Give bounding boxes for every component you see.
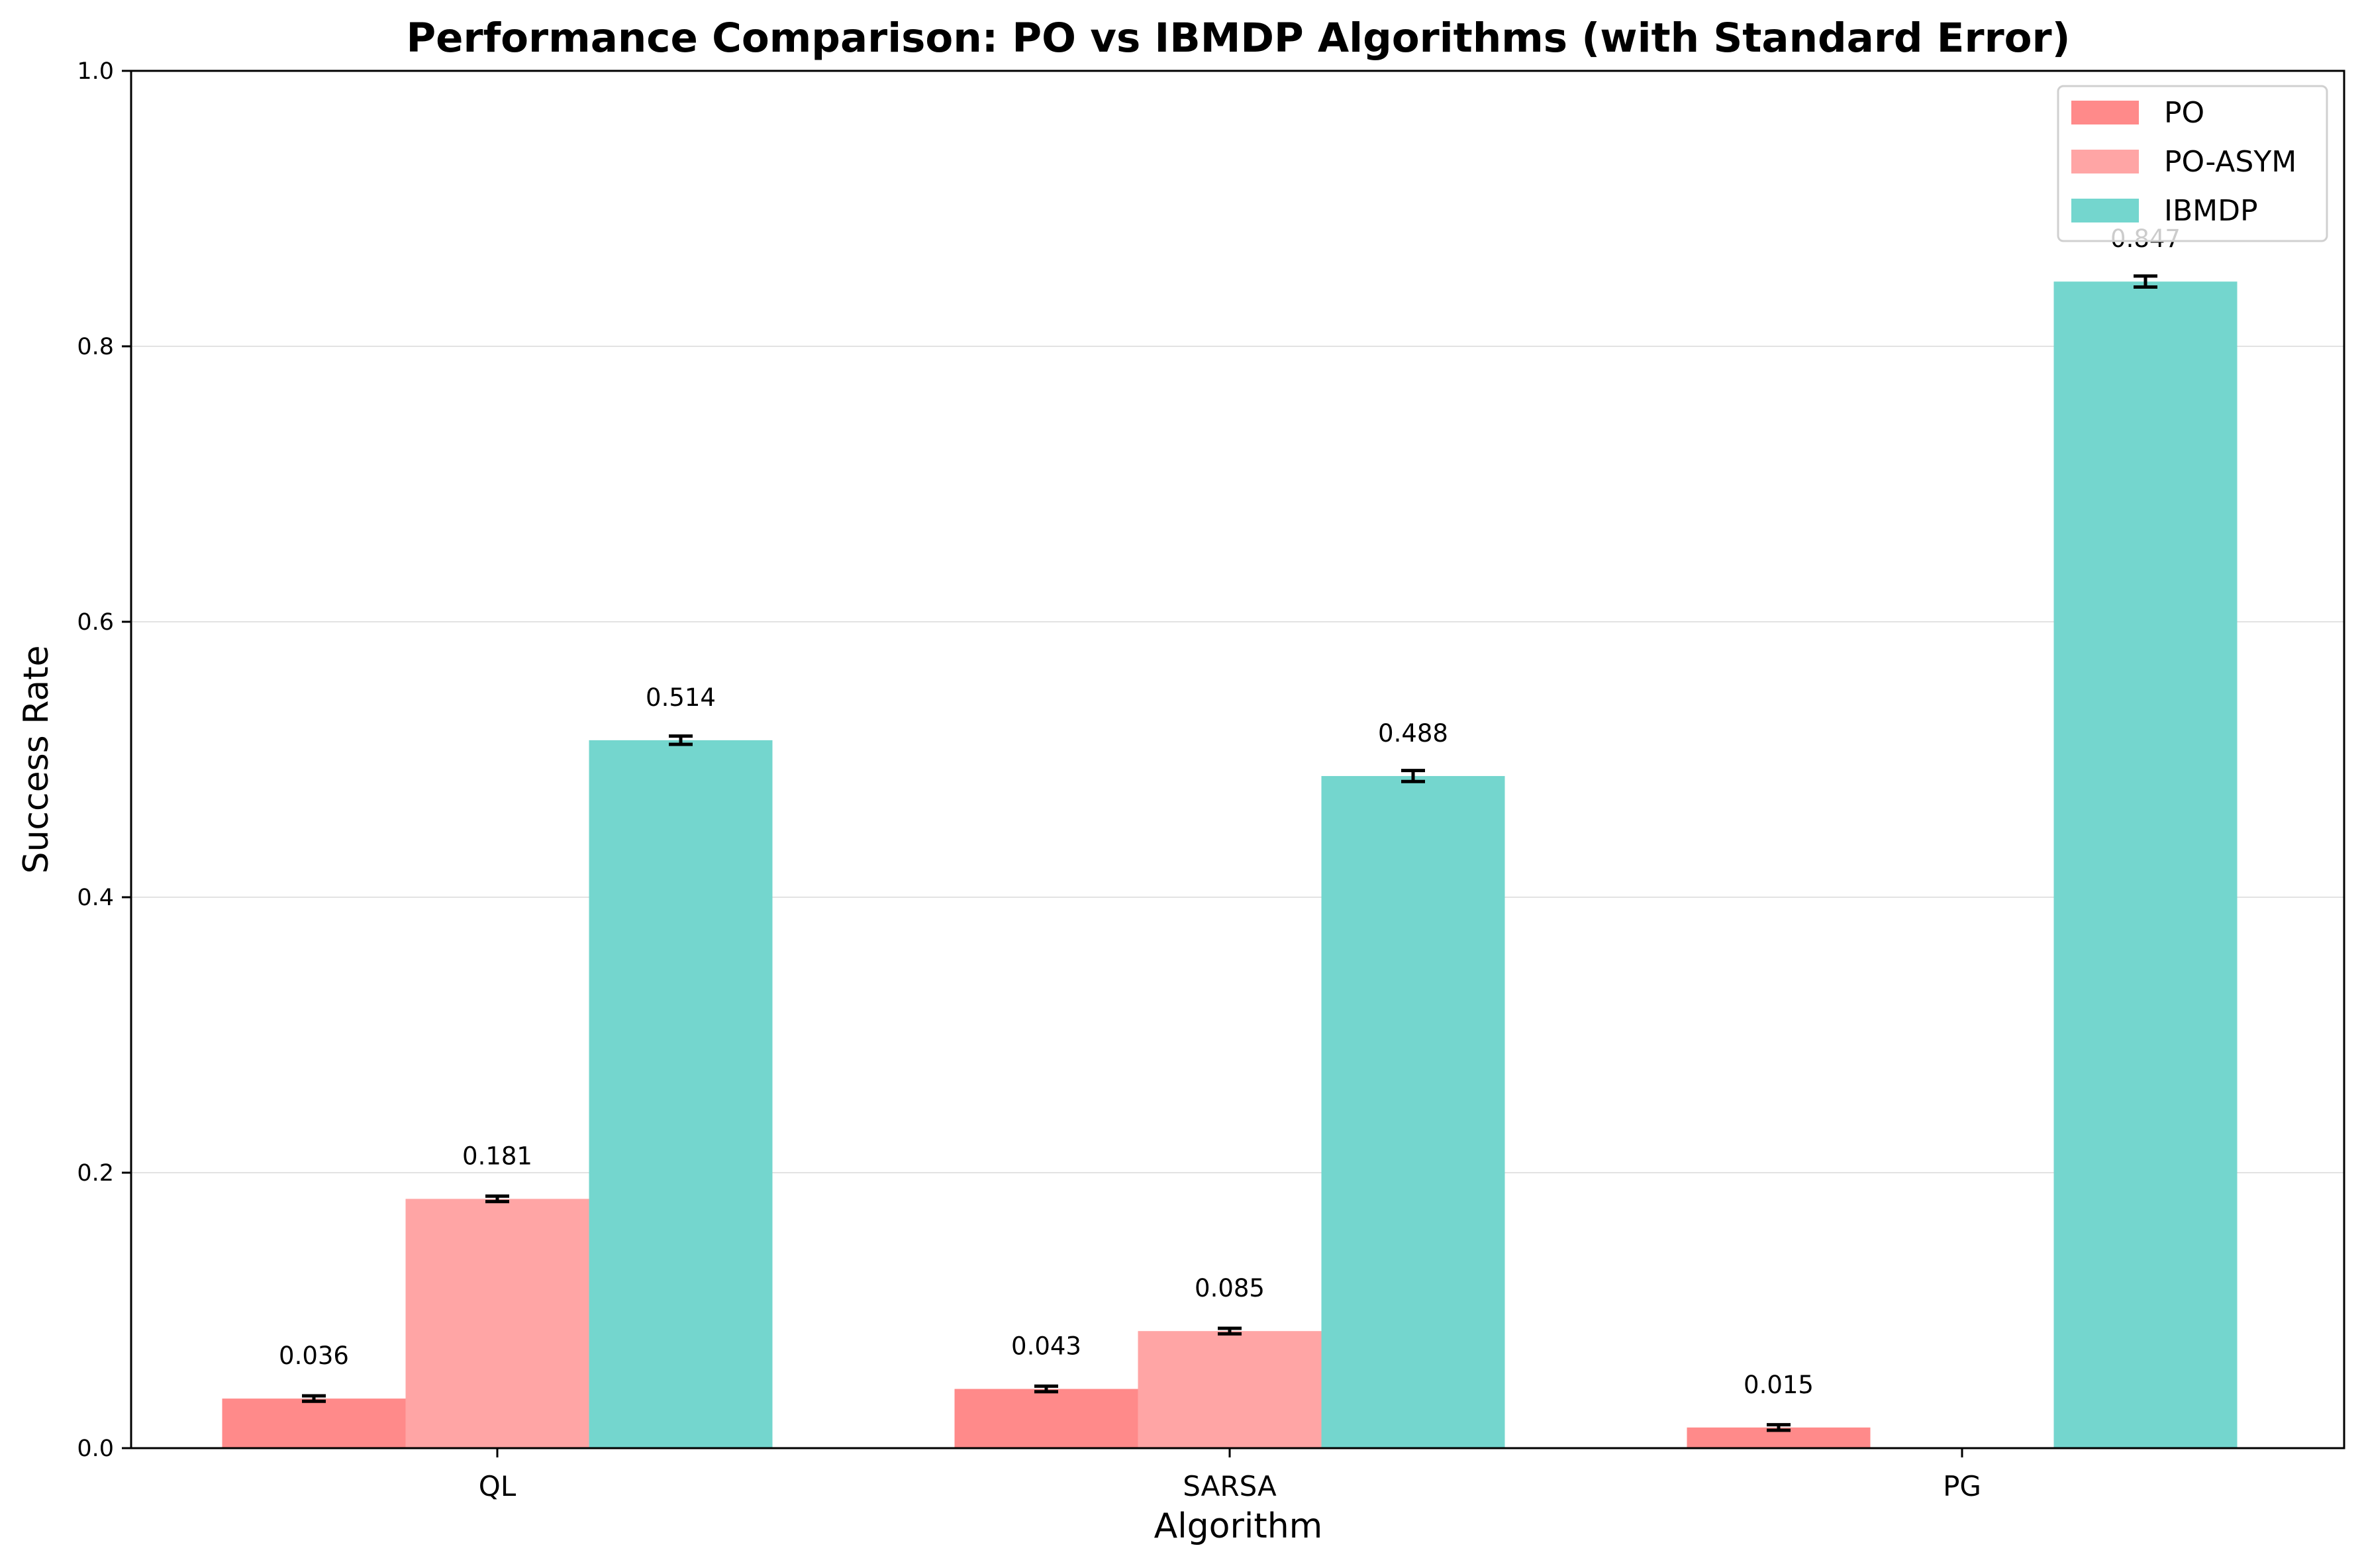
y-tick-label: 0.6 bbox=[77, 609, 114, 636]
bars bbox=[222, 281, 2238, 1448]
x-tick-label: QL bbox=[479, 1470, 517, 1502]
x-tick-label: SARSA bbox=[1183, 1470, 1277, 1502]
bar-ibmdp bbox=[589, 740, 773, 1448]
y-tick-label: 1.0 bbox=[77, 58, 114, 85]
y-tick-label: 0.4 bbox=[77, 885, 114, 911]
legend-swatch bbox=[2071, 199, 2139, 222]
data-label: 0.181 bbox=[462, 1142, 532, 1171]
y-tick-label: 0.0 bbox=[77, 1436, 114, 1462]
bar-po bbox=[222, 1398, 406, 1448]
bar-po-asym bbox=[405, 1199, 589, 1448]
legend: PO PO-ASYM IBMDP bbox=[2057, 85, 2328, 242]
x-axis: QL SARSA PG bbox=[479, 1448, 1981, 1502]
legend-swatch bbox=[2071, 101, 2139, 124]
y-tick-label: 0.8 bbox=[77, 334, 114, 360]
data-label: 0.085 bbox=[1195, 1274, 1265, 1302]
grid bbox=[131, 346, 2344, 1173]
data-label: 0.514 bbox=[646, 683, 716, 712]
legend-swatch bbox=[2071, 150, 2139, 173]
legend-label: IBMDP bbox=[2164, 194, 2258, 228]
bar-ibmdp bbox=[1321, 775, 1505, 1448]
chart-title: Performance Comparison: PO vs IBMDP Algo… bbox=[406, 15, 2070, 62]
data-label: 0.036 bbox=[279, 1342, 349, 1370]
y-axis-label: Success Rate bbox=[17, 645, 56, 873]
data-label: 0.043 bbox=[1011, 1332, 1081, 1361]
bar-po-asym bbox=[1138, 1331, 1322, 1448]
x-tick-label: PG bbox=[1943, 1470, 1981, 1502]
y-tick-label: 0.2 bbox=[77, 1160, 114, 1187]
data-label: 0.015 bbox=[1744, 1371, 1814, 1399]
x-axis-label: Algorithm bbox=[1154, 1506, 1323, 1546]
bar-po bbox=[954, 1389, 1138, 1448]
legend-label: PO-ASYM bbox=[2164, 145, 2296, 179]
error-bars bbox=[302, 274, 2157, 1432]
bar-ibmdp bbox=[2053, 281, 2238, 1448]
data-label: 0.488 bbox=[1378, 719, 1448, 748]
y-axis: 0.0 0.2 0.4 0.6 0.8 1.0 bbox=[77, 58, 131, 1462]
legend-label: PO bbox=[2164, 96, 2204, 130]
plot-frame bbox=[130, 70, 2345, 1449]
